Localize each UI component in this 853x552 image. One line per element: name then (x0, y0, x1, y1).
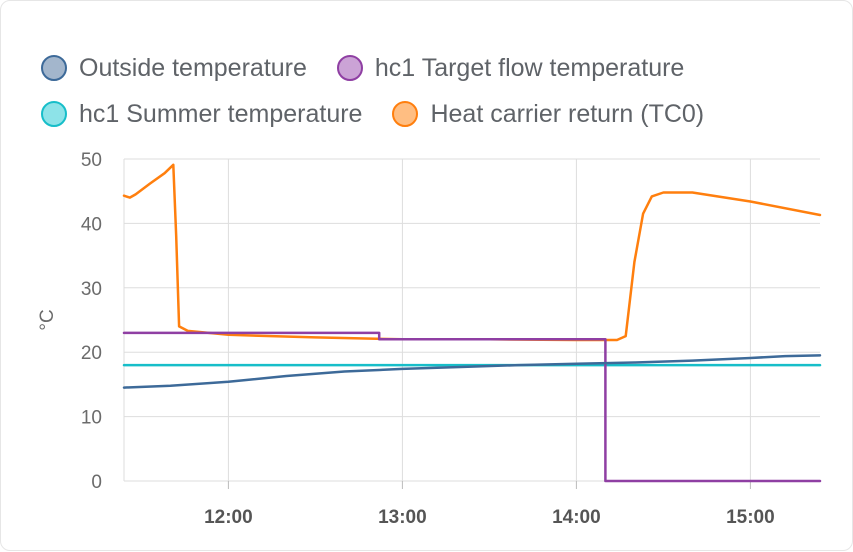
legend-item-hc1-summer-temperature[interactable]: hc1 Summer temperature (41, 100, 362, 129)
y-axis-title: °C (37, 309, 58, 330)
x-tick-label: 15:00 (726, 507, 775, 528)
legend-swatch-hc1-target-flow-icon (336, 55, 363, 81)
y-tick-label: 50 (81, 150, 102, 171)
y-tick-label: 10 (81, 408, 102, 429)
y-axis: 0 10 20 30 40 50 (81, 150, 102, 493)
y-tick-label: 40 (81, 214, 102, 235)
series-line-outside-temperature[interactable] (122, 354, 822, 389)
series-line-hc1-target-flow-temperature[interactable] (122, 331, 822, 483)
legend-label-outside-temperature: Outside temperature (79, 53, 307, 82)
grid (123, 158, 820, 489)
y-tick-label: 30 (81, 279, 102, 300)
legend: Outside temperature hc1 Target flow temp… (41, 45, 841, 137)
legend-item-outside-temperature[interactable]: Outside temperature (41, 54, 307, 83)
y-tick-label: 20 (81, 343, 102, 364)
legend-item-hc1-target-flow-temperature[interactable]: hc1 Target flow temperature (336, 53, 685, 83)
legend-item-heat-carrier-return[interactable]: Heat carrier return (TC0) (392, 100, 704, 129)
y-tick-label: 0 (91, 472, 102, 493)
x-tick-label: 13:00 (378, 507, 427, 528)
legend-row-2: hc1 Summer temperature Heat carrier retu… (41, 91, 841, 137)
series-lines (122, 163, 822, 483)
x-axis: 12:00 13:00 14:00 15:00 (204, 507, 775, 528)
x-tick-label: 12:00 (204, 507, 253, 528)
legend-swatch-hc1-summer-icon (41, 101, 67, 127)
x-tick-label: 14:00 (552, 507, 601, 528)
legend-swatch-outside-temperature-icon (41, 55, 67, 81)
legend-swatch-heat-carrier-return-icon (392, 101, 419, 127)
legend-label-hc1-summer-temperature: hc1 Summer temperature (79, 99, 363, 128)
legend-label-hc1-target-flow-temperature: hc1 Target flow temperature (374, 53, 685, 82)
legend-label-heat-carrier-return: Heat carrier return (TC0) (430, 99, 705, 128)
legend-row-1: Outside temperature hc1 Target flow temp… (41, 45, 841, 91)
